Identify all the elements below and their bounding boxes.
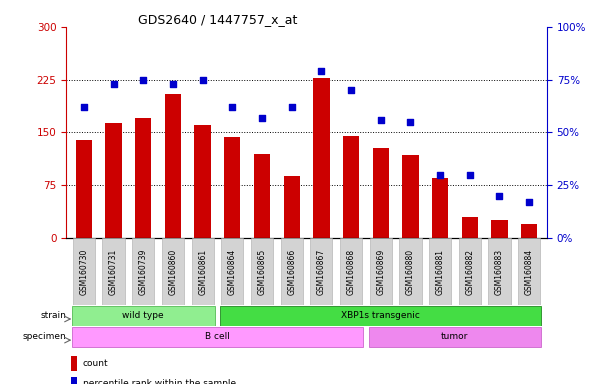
Point	[435, 172, 445, 178]
FancyBboxPatch shape	[221, 238, 243, 305]
Text: GDS2640 / 1447757_x_at: GDS2640 / 1447757_x_at	[138, 13, 297, 26]
FancyBboxPatch shape	[251, 238, 273, 305]
FancyBboxPatch shape	[340, 238, 362, 305]
Bar	[313, 78, 329, 238]
Bar	[343, 136, 359, 238]
Text: GSM160880: GSM160880	[406, 248, 415, 295]
Point	[524, 199, 534, 205]
Text: GSM160866: GSM160866	[287, 248, 296, 295]
FancyBboxPatch shape	[73, 238, 95, 305]
Bar	[105, 123, 122, 238]
Text: B cell: B cell	[205, 333, 230, 341]
FancyBboxPatch shape	[518, 238, 540, 305]
Text: GSM160868: GSM160868	[347, 248, 356, 295]
Bar	[373, 148, 389, 238]
Point	[465, 172, 475, 178]
Point	[168, 81, 178, 87]
FancyBboxPatch shape	[281, 238, 303, 305]
Text: GSM160739: GSM160739	[139, 248, 148, 295]
Bar	[402, 155, 418, 238]
FancyBboxPatch shape	[459, 238, 481, 305]
Point	[346, 87, 356, 93]
Bar	[224, 137, 240, 238]
Bar	[432, 178, 448, 238]
Text: specimen: specimen	[23, 333, 66, 341]
Text: GSM160867: GSM160867	[317, 248, 326, 295]
Bar	[462, 217, 478, 238]
Bar	[71, 356, 77, 371]
Text: GSM160730: GSM160730	[79, 248, 88, 295]
Text: tumor: tumor	[441, 333, 469, 341]
Point	[257, 114, 267, 121]
FancyBboxPatch shape	[192, 238, 214, 305]
Text: count: count	[83, 359, 109, 368]
Bar	[521, 224, 537, 238]
Text: GSM160882: GSM160882	[465, 249, 474, 295]
Text: wild type: wild type	[123, 311, 164, 320]
Text: strain: strain	[40, 311, 66, 320]
Point	[495, 193, 504, 199]
FancyBboxPatch shape	[488, 238, 511, 305]
Text: GSM160883: GSM160883	[495, 248, 504, 295]
Bar	[71, 377, 77, 384]
Bar	[135, 118, 151, 238]
Text: GSM160869: GSM160869	[376, 248, 385, 295]
Text: XBP1s transgenic: XBP1s transgenic	[341, 311, 420, 320]
FancyBboxPatch shape	[72, 327, 363, 347]
FancyBboxPatch shape	[132, 238, 154, 305]
FancyBboxPatch shape	[72, 306, 215, 326]
Text: GSM160731: GSM160731	[109, 248, 118, 295]
Point	[406, 119, 415, 125]
Text: GSM160861: GSM160861	[198, 248, 207, 295]
Point	[138, 76, 148, 83]
Point	[198, 76, 207, 83]
Text: percentile rank within the sample: percentile rank within the sample	[83, 379, 236, 384]
Text: GSM160881: GSM160881	[436, 249, 445, 295]
Text: GSM160864: GSM160864	[228, 248, 237, 295]
Bar	[76, 139, 92, 238]
Point	[109, 81, 118, 87]
Point	[228, 104, 237, 110]
Bar	[284, 176, 300, 238]
FancyBboxPatch shape	[310, 238, 332, 305]
FancyBboxPatch shape	[399, 238, 421, 305]
Text: GSM160860: GSM160860	[168, 248, 177, 295]
Bar	[254, 154, 270, 238]
FancyBboxPatch shape	[369, 327, 541, 347]
Point	[79, 104, 89, 110]
FancyBboxPatch shape	[221, 306, 541, 326]
Point	[317, 68, 326, 74]
FancyBboxPatch shape	[162, 238, 184, 305]
FancyBboxPatch shape	[429, 238, 451, 305]
Bar	[195, 126, 211, 238]
Text: GSM160884: GSM160884	[525, 248, 534, 295]
Bar	[165, 94, 181, 238]
Point	[287, 104, 296, 110]
Text: GSM160865: GSM160865	[257, 248, 266, 295]
FancyBboxPatch shape	[370, 238, 392, 305]
FancyBboxPatch shape	[102, 238, 125, 305]
Bar	[491, 220, 508, 238]
Point	[376, 117, 385, 123]
